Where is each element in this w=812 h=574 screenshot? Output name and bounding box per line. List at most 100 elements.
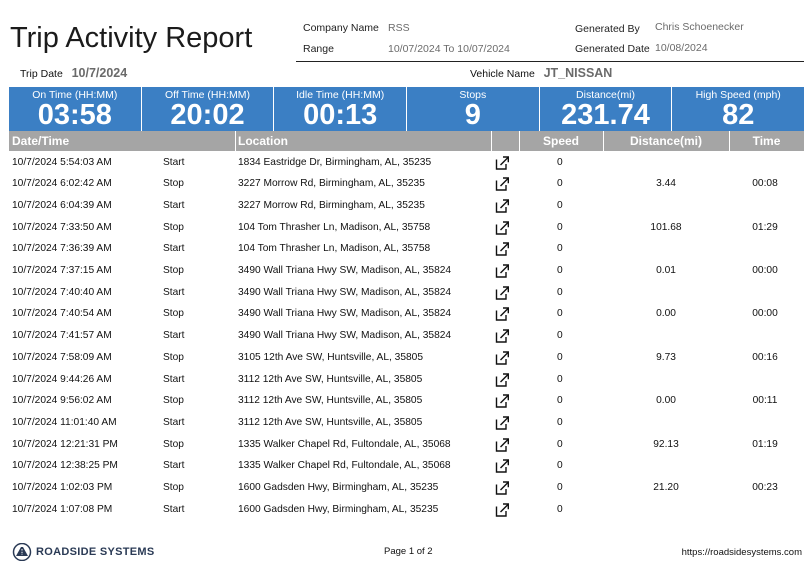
cell-time bbox=[729, 195, 801, 217]
cell-location: 3490 Wall Triana Hwy SW, Madison, AL, 35… bbox=[238, 330, 452, 342]
cell-time bbox=[729, 412, 801, 434]
cell-location: 1335 Walker Chapel Rd, Fultondale, AL, 3… bbox=[238, 438, 451, 450]
cell-distance bbox=[603, 282, 729, 304]
kpi-label: High Speed (mph) bbox=[695, 89, 781, 101]
external-link-icon[interactable] bbox=[494, 458, 510, 474]
cell-speed: 0 bbox=[557, 460, 563, 472]
cell-datetime: 10/7/2024 7:40:40 AM bbox=[12, 286, 112, 298]
cell-datetime: 10/7/2024 7:33:50 AM bbox=[12, 221, 112, 233]
cell-datetime: 10/7/2024 7:58:09 AM bbox=[12, 351, 112, 363]
cell-time: 00:16 bbox=[752, 351, 778, 363]
external-link-icon[interactable] bbox=[494, 220, 510, 236]
cell-location: 1335 Walker Chapel Rd, Fultondale, AL, 3… bbox=[238, 460, 451, 472]
external-link-icon[interactable] bbox=[494, 437, 510, 453]
page-number: Page 1 of 2 bbox=[384, 546, 433, 557]
cell-distance bbox=[603, 499, 729, 521]
cell-time: 00:00 bbox=[752, 308, 778, 320]
cell-distance bbox=[603, 195, 729, 217]
table-row: 10/7/2024 11:01:40 AM Start 3112 12th Ave … bbox=[9, 412, 804, 434]
table-row: 10/7/2024 7:58:09 AM Stop 3105 12th Ave SW… bbox=[9, 347, 804, 369]
cell-distance: 0.00 bbox=[656, 308, 676, 320]
table-header: Date/Time Location Speed Distance(mi) Ti… bbox=[9, 131, 804, 151]
external-link-icon[interactable] bbox=[494, 306, 510, 322]
external-link-icon[interactable] bbox=[494, 198, 510, 214]
kpi-summary-strip: On Time (HH:MM) 03:58 Off Time (HH:MM) 2… bbox=[9, 87, 804, 131]
header-divider bbox=[296, 61, 804, 62]
cell-time bbox=[729, 152, 801, 174]
logo-text: ROADSIDE SYSTEMS bbox=[36, 546, 155, 558]
cell-datetime: 10/7/2024 7:36:39 AM bbox=[12, 243, 112, 255]
kpi-stops: Stops 9 bbox=[407, 87, 540, 131]
table-row: 10/7/2024 5:54:03 AM Start 1834 Eastridge … bbox=[9, 152, 804, 174]
external-link-icon[interactable] bbox=[494, 328, 510, 344]
table-row: 10/7/2024 7:36:39 AM Start 104 Tom Thrashe… bbox=[9, 238, 804, 260]
cell-event: Start bbox=[163, 416, 185, 428]
column-divider bbox=[491, 131, 492, 151]
external-link-icon[interactable] bbox=[494, 415, 510, 431]
kpi-value: 231.74 bbox=[561, 99, 650, 131]
external-link-icon[interactable] bbox=[494, 350, 510, 366]
cell-event: Start bbox=[163, 503, 185, 515]
range-label: Range bbox=[303, 43, 334, 55]
column-divider bbox=[519, 131, 520, 151]
cell-time bbox=[729, 282, 801, 304]
kpi-value: 03:58 bbox=[37, 99, 112, 131]
external-link-icon[interactable] bbox=[494, 480, 510, 496]
column-header-time: Time bbox=[752, 134, 781, 148]
cell-speed: 0 bbox=[557, 503, 563, 515]
kpi-label: Stops bbox=[459, 89, 487, 101]
cell-time: 00:23 bbox=[752, 482, 778, 493]
cell-event: Stop bbox=[163, 178, 184, 190]
cell-speed: 0 bbox=[557, 221, 563, 233]
cell-event: Start bbox=[163, 199, 185, 211]
kpi-value: 00:13 bbox=[303, 99, 378, 131]
cell-datetime: 10/7/2024 9:56:02 AM bbox=[12, 395, 112, 407]
cell-speed: 0 bbox=[557, 308, 563, 320]
external-link-icon[interactable] bbox=[494, 176, 510, 192]
cell-time: 01:29 bbox=[752, 221, 778, 233]
column-divider bbox=[235, 131, 236, 151]
trip-date-label: Trip Date bbox=[20, 68, 63, 80]
company-logo: ROADSIDE SYSTEMS bbox=[12, 543, 154, 561]
external-link-icon[interactable] bbox=[494, 393, 510, 409]
cell-location: 1600 Gadsden Hwy, Birmingham, AL, 35235 bbox=[238, 482, 439, 493]
external-link-icon[interactable] bbox=[494, 372, 510, 388]
cell-datetime: 10/7/2024 1:02:03 PM bbox=[12, 482, 113, 493]
cell-datetime: 10/7/2024 5:54:03 AM bbox=[12, 156, 112, 168]
cell-datetime: 10/7/2024 12:38:25 PM bbox=[12, 460, 118, 472]
cell-datetime: 10/7/2024 12:21:31 PM bbox=[12, 438, 118, 450]
cell-location: 3112 12th Ave SW, Huntsville, AL, 35805 bbox=[238, 373, 423, 385]
cell-location: 1834 Eastridge Dr, Birmingham, AL, 35235 bbox=[238, 156, 432, 168]
table-row: 10/7/2024 1:07:08 PM Start 1600 Gadsden Hw… bbox=[9, 499, 804, 521]
table-row: 10/7/2024 9:56:02 AM Stop 3112 12th Ave SW… bbox=[9, 390, 804, 412]
cell-event: Start bbox=[163, 460, 185, 472]
generated-date-value: 10/08/2024 bbox=[655, 42, 708, 54]
cell-datetime: 10/7/2024 6:02:42 AM bbox=[12, 178, 112, 190]
company-name-value: RSS bbox=[388, 22, 410, 34]
cell-speed: 0 bbox=[557, 265, 563, 276]
table-row: 10/7/2024 7:40:54 AM Stop 3490 Wall Triana… bbox=[9, 303, 804, 325]
cell-speed: 0 bbox=[557, 373, 563, 385]
cell-time: 00:08 bbox=[752, 178, 778, 190]
kpi-label: Distance(mi) bbox=[576, 89, 635, 101]
vehicle-name: Vehicle Name JT_NISSAN bbox=[470, 66, 612, 80]
external-link-icon[interactable] bbox=[494, 285, 510, 301]
cell-event: Start bbox=[163, 330, 185, 342]
external-link-icon[interactable] bbox=[494, 241, 510, 257]
cell-datetime: 10/7/2024 7:40:54 AM bbox=[12, 308, 112, 320]
column-header-datetime: Date/Time bbox=[12, 134, 70, 148]
table-row: 10/7/2024 7:33:50 AM Stop 104 Tom Thrasher… bbox=[9, 217, 804, 239]
cell-distance: 101.68 bbox=[650, 221, 682, 233]
cell-event: Start bbox=[163, 156, 185, 168]
external-link-icon[interactable] bbox=[494, 155, 510, 171]
cell-location: 104 Tom Thrasher Ln, Madison, AL, 35758 bbox=[238, 243, 431, 255]
cell-speed: 0 bbox=[557, 330, 563, 342]
range-value: 10/07/2024 To 10/07/2024 bbox=[388, 43, 510, 55]
kpi-value: 82 bbox=[722, 99, 755, 131]
cell-distance bbox=[603, 369, 729, 391]
external-link-icon[interactable] bbox=[494, 263, 510, 279]
footer-url[interactable]: https://roadsidesystems.com bbox=[681, 547, 802, 558]
table-row: 10/7/2024 9:44:26 AM Start 3112 12th Ave S… bbox=[9, 369, 804, 391]
external-link-icon[interactable] bbox=[494, 502, 510, 518]
cell-location: 3105 12th Ave SW, Huntsville, AL, 35805 bbox=[238, 351, 424, 363]
